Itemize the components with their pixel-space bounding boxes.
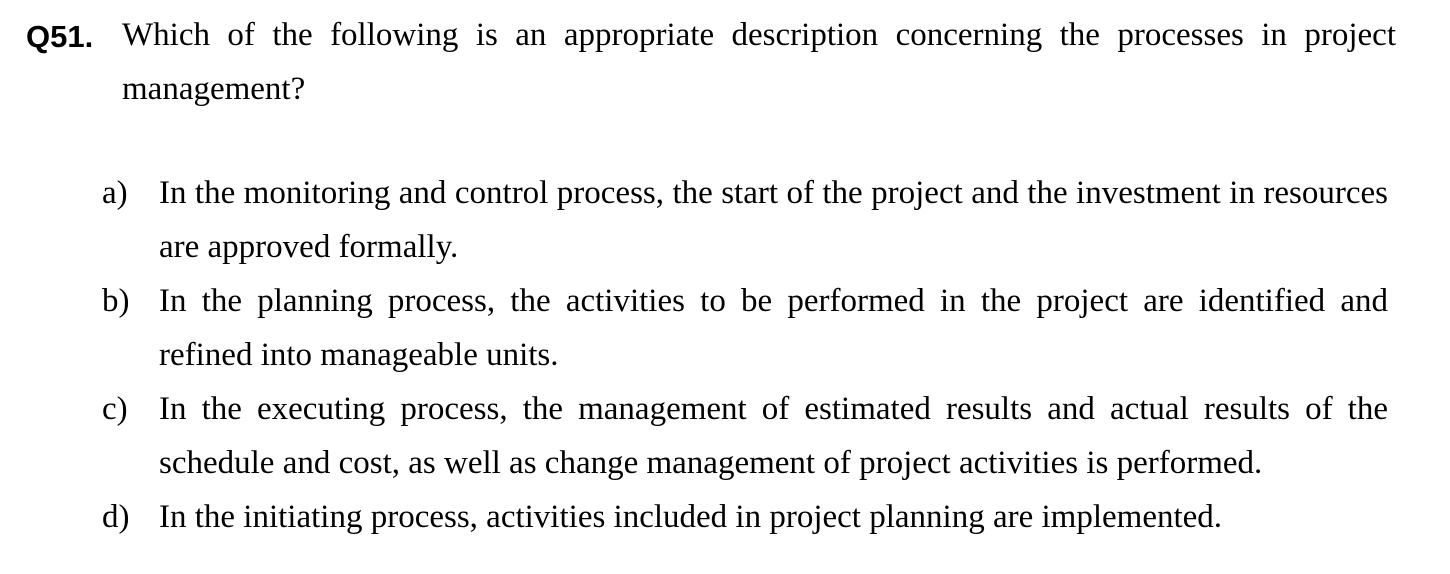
option-letter: d) — [102, 499, 130, 535]
option-letter: c) — [102, 391, 128, 427]
question-number: Q51. — [26, 19, 94, 54]
answer-options: a) In the monitoring and control process… — [102, 166, 1388, 544]
option-letter: a) — [102, 175, 128, 211]
option-text: In the initiating process, activities in… — [159, 499, 1223, 535]
question-text: Which of the following is an appropriate… — [122, 17, 1396, 107]
option-d: d) In the initiating process, activities… — [102, 490, 1388, 544]
option-text: In the monitoring and control process, t… — [159, 175, 1388, 265]
option-b: b) In the planning process, the activiti… — [102, 274, 1388, 382]
question-block: Q51. Which of the following is an approp… — [26, 8, 1396, 116]
option-text: In the executing process, the management… — [159, 391, 1388, 481]
option-text: In the planning process, the activities … — [159, 283, 1388, 373]
option-a: a) In the monitoring and control process… — [102, 166, 1388, 274]
option-letter: b) — [102, 283, 130, 319]
option-c: c) In the executing process, the managem… — [102, 382, 1388, 490]
